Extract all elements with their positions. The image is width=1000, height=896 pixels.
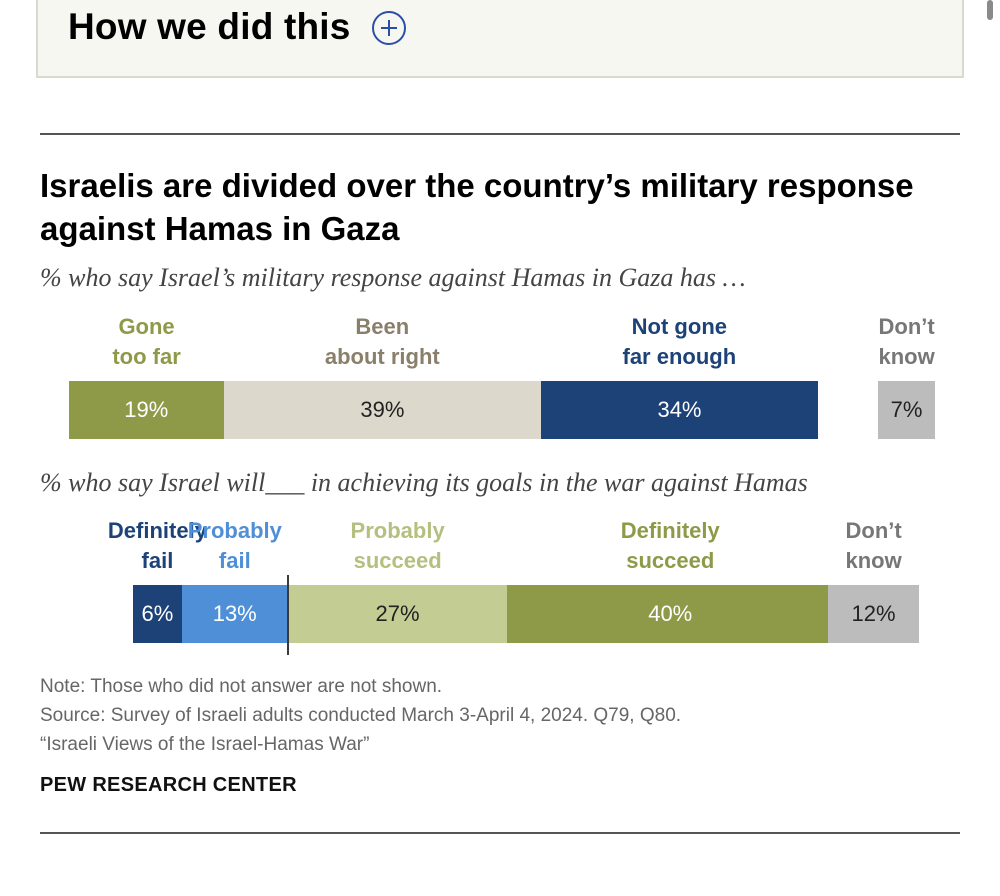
chart-2-bar-segment-1: 6% [133,585,182,643]
note-text: Note: Those who did not answer are not s… [40,676,443,697]
chart-1-bar-segment-1: 19% [69,381,224,439]
chart-1-bar-segment-2: 39% [223,381,542,439]
chart-1-bar-segment-3: 34% [541,381,818,439]
how-we-did-this-panel[interactable]: How we did this [36,0,964,78]
chart-2-legend-label-3: Probably succeed [350,518,445,573]
bottom-divider [40,832,960,834]
chart-2-legend-label-2: Probably fail [187,518,282,573]
source-text: Source: Survey of Israeli adults conduct… [40,705,682,726]
chart-1-dont-know-label: Don’t know [878,314,935,369]
chart-2-dont-know-label: Don’t know [845,518,902,573]
chart-2-dont-know-segment: 12% [828,585,919,643]
chart-2-bar-segment-3: 27% [287,585,508,643]
chart-1-subtitle: % who say Israel’s military response aga… [40,263,746,292]
top-divider [40,133,960,135]
plus-circle-icon[interactable] [372,11,406,45]
report-title: “Israeli Views of the Israel-Hamas War” [40,734,370,755]
chart-2-legend-label-4: Definitely succeed [620,518,720,573]
brand-name: PEW RESEARCH CENTER [40,774,297,796]
chart-2-bar-segment-4: 40% [507,585,834,643]
chart-title: Israelis are divided over the country’s … [40,167,914,247]
chart-2-bar-segment-2: 13% [181,585,288,643]
chart-1-legend-label-3: Not gone far enough [622,314,737,369]
chart-2-zero-divider [286,575,289,655]
chart-1-dont-know-segment: 7% [878,381,935,439]
chart-1-legend-label-2: Been about right [324,314,440,369]
scrollbar-thumb[interactable] [987,0,993,20]
how-we-did-this-title[interactable]: How we did this [68,6,351,47]
chart-1-legend-label-1: Gone too far [112,314,181,369]
chart-2-legend-label-1: Definitely fail [107,518,207,573]
chart-2-subtitle: % who say Israel will___ in achieving it… [40,468,808,497]
